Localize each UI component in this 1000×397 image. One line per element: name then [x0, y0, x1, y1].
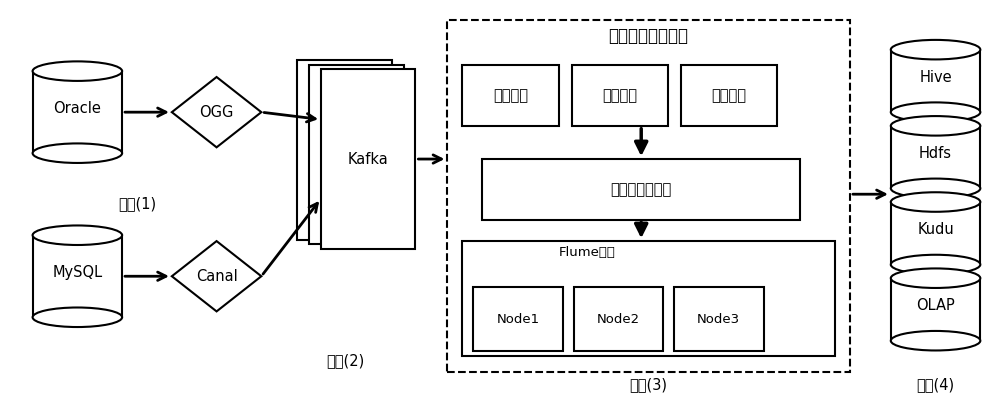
Bar [572, 65, 668, 126]
Bar [33, 235, 122, 317]
Ellipse shape [33, 62, 122, 81]
Bar [33, 71, 122, 153]
Bar [674, 287, 764, 351]
Ellipse shape [891, 192, 980, 212]
Bar [462, 65, 559, 126]
Text: Hive: Hive [919, 69, 952, 85]
Ellipse shape [33, 308, 122, 327]
Ellipse shape [33, 143, 122, 163]
Bar [681, 65, 777, 126]
Text: OGG: OGG [199, 105, 234, 119]
Text: Canal: Canal [196, 269, 237, 284]
Bar [462, 241, 835, 357]
Text: OLAP: OLAP [916, 298, 955, 313]
Text: 任务概况: 任务概况 [493, 88, 528, 103]
Ellipse shape [33, 225, 122, 245]
Text: Hdfs: Hdfs [919, 146, 952, 161]
Text: 作业管理: 作业管理 [602, 88, 637, 103]
Ellipse shape [891, 255, 980, 274]
Text: Flume集群: Flume集群 [559, 245, 616, 258]
Text: 步骤(1): 步骤(1) [118, 197, 156, 212]
Ellipse shape [891, 179, 980, 198]
Bar [309, 64, 404, 244]
Bar [297, 60, 392, 239]
Bar [891, 126, 980, 188]
Text: 实时数据传输服务: 实时数据传输服务 [608, 27, 688, 45]
Bar [891, 278, 980, 341]
Bar [473, 287, 563, 351]
Text: Oracle: Oracle [53, 101, 101, 116]
Bar [891, 50, 980, 112]
Polygon shape [172, 77, 261, 147]
Text: Node2: Node2 [597, 312, 640, 326]
Text: 作业监控: 作业监控 [712, 88, 747, 103]
Bar [321, 69, 415, 249]
Bar [891, 202, 980, 264]
Bar [482, 159, 800, 220]
Text: 步骤(2): 步骤(2) [327, 353, 365, 368]
Ellipse shape [891, 102, 980, 122]
Text: Node3: Node3 [697, 312, 740, 326]
Bar [447, 20, 850, 372]
Ellipse shape [891, 40, 980, 60]
Polygon shape [172, 241, 261, 311]
Ellipse shape [891, 331, 980, 351]
Text: 步骤(3): 步骤(3) [629, 378, 667, 392]
Text: MySQL: MySQL [52, 265, 102, 280]
Text: Node1: Node1 [496, 312, 539, 326]
Text: Kafka: Kafka [348, 152, 389, 167]
Ellipse shape [891, 268, 980, 288]
Text: Kudu: Kudu [917, 222, 954, 237]
Text: 调度与监控服务: 调度与监控服务 [611, 182, 672, 197]
Bar [574, 287, 663, 351]
Ellipse shape [891, 116, 980, 136]
Text: 步骤(4): 步骤(4) [917, 378, 955, 392]
